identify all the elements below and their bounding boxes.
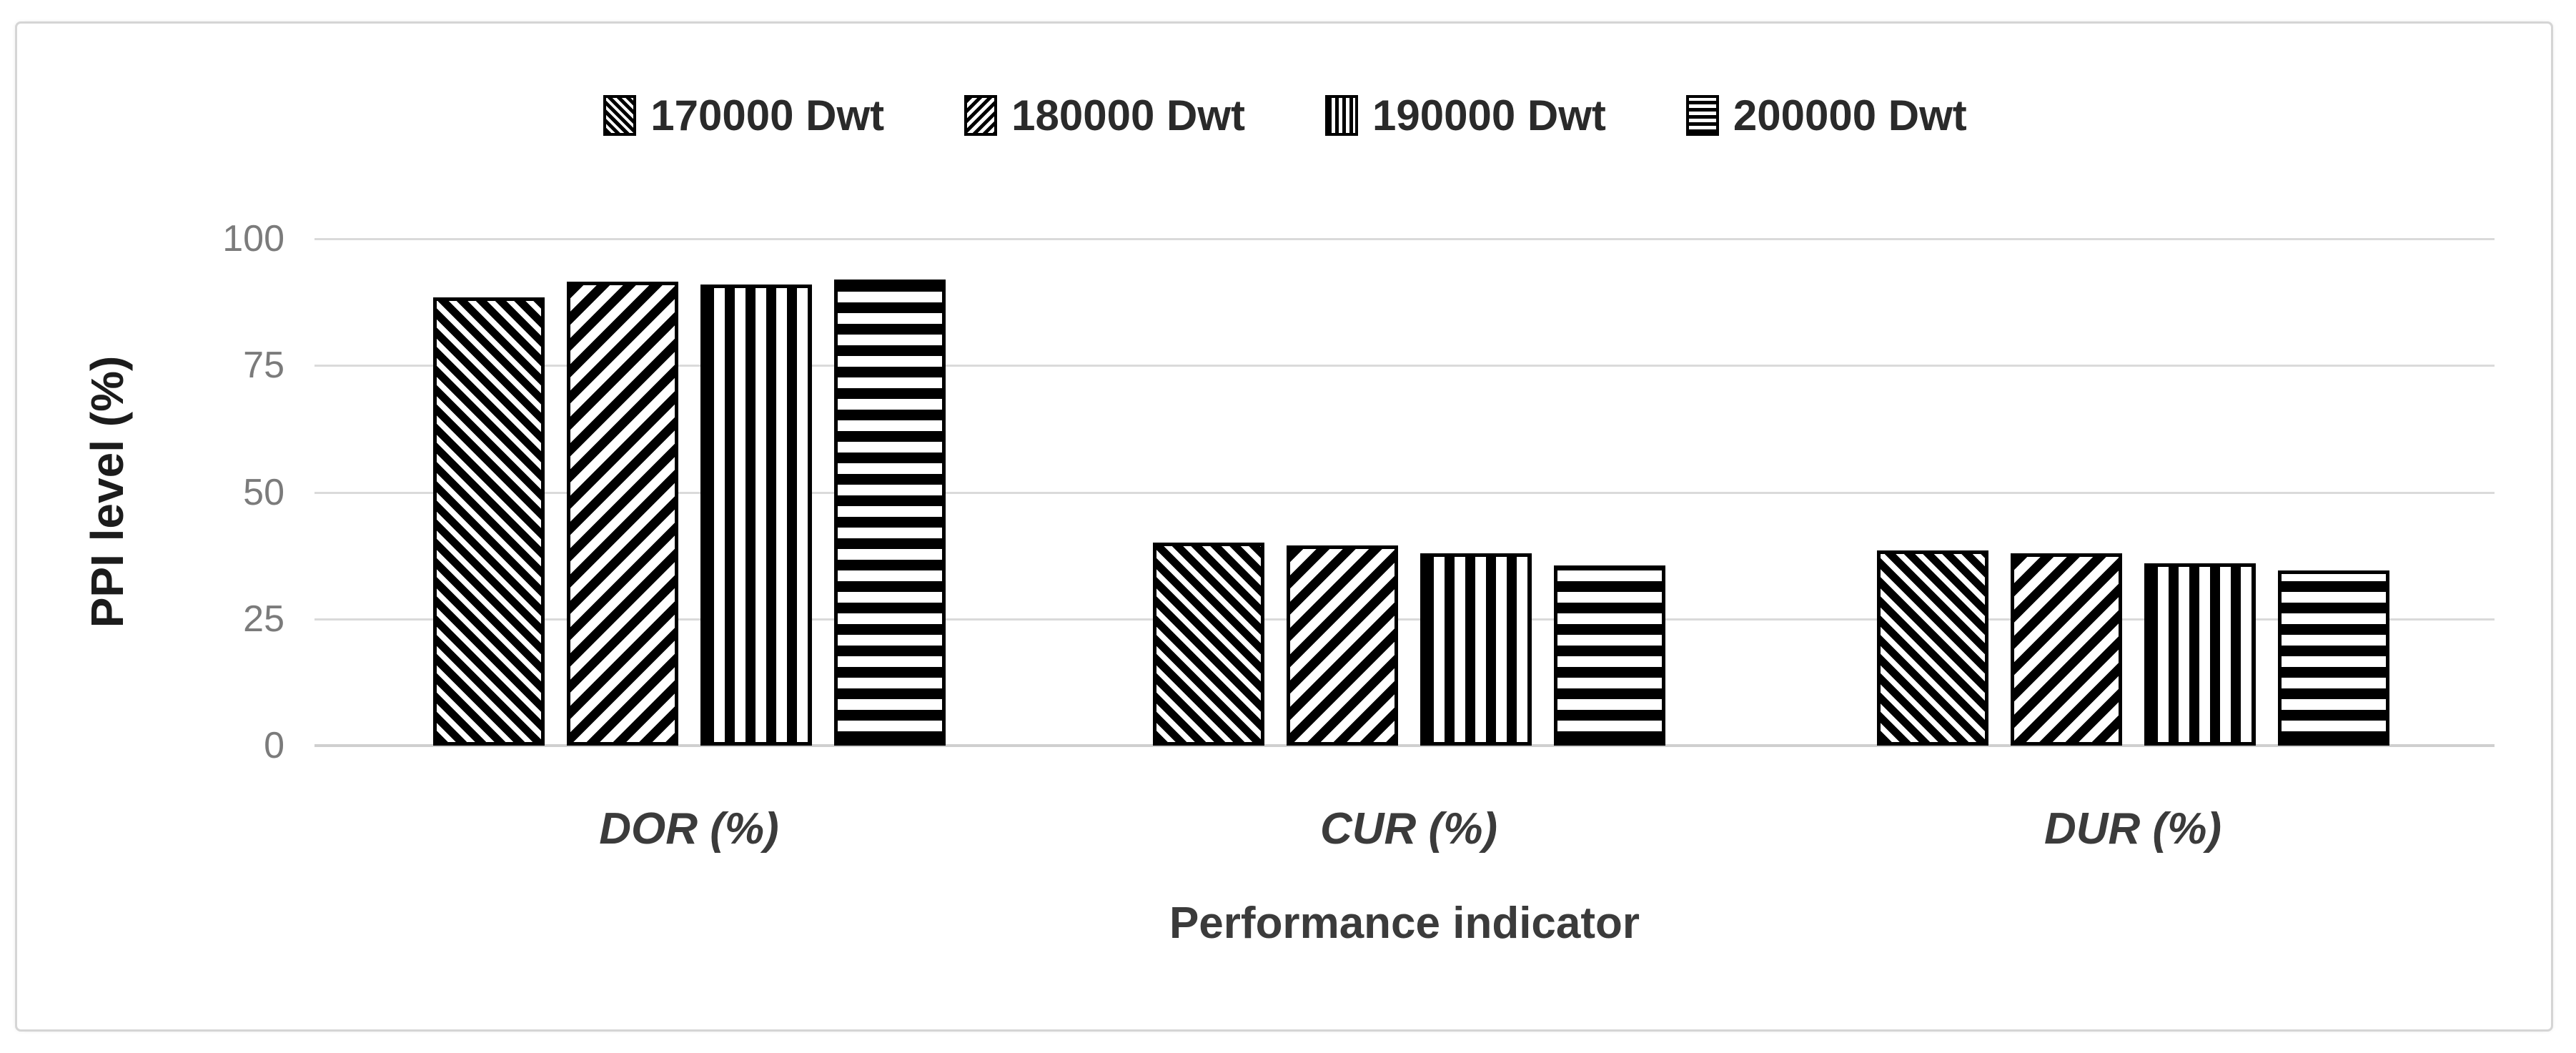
x-category-label-cur: CUR (%) bbox=[1320, 804, 1497, 854]
y-tick-label-75: 75 bbox=[243, 345, 284, 386]
legend-label: 190000 Dwt bbox=[1372, 91, 1606, 139]
y-tick-label-0: 0 bbox=[264, 725, 284, 766]
bar-dor-180000-dwt bbox=[567, 282, 678, 746]
gridline-50 bbox=[314, 492, 2495, 494]
x-category-label-dur: DUR (%) bbox=[2044, 804, 2221, 854]
x-category-label-dor: DOR (%) bbox=[599, 804, 779, 854]
legend-swatch-diagonal-down-icon bbox=[603, 94, 637, 136]
bar-cur-200000-dwt bbox=[1554, 565, 1665, 746]
bar-dor-170000-dwt bbox=[433, 297, 545, 746]
bar-dur-170000-dwt bbox=[1877, 550, 1988, 746]
bar-dur-180000-dwt bbox=[2011, 553, 2122, 746]
chart-legend: 170000 Dwt 180000 Dwt 190000 Dwt 200000 Dwt bbox=[17, 84, 2553, 146]
legend-item-180000-dwt: 180000 Dwt bbox=[964, 91, 1245, 140]
x-axis-line bbox=[314, 744, 2495, 747]
legend-label: 200000 Dwt bbox=[1733, 91, 1967, 139]
legend-item-190000-dwt: 190000 Dwt bbox=[1325, 91, 1606, 140]
bar-dur-190000-dwt bbox=[2144, 563, 2256, 746]
figure-border bbox=[15, 21, 2553, 1032]
gridline-75 bbox=[314, 365, 2495, 367]
y-axis-title: PPI level (%) bbox=[81, 355, 133, 628]
bar-dur-200000-dwt bbox=[2278, 570, 2389, 746]
y-tick-label-50: 50 bbox=[243, 472, 284, 513]
gridline-25 bbox=[314, 618, 2495, 621]
legend-item-200000-dwt: 200000 Dwt bbox=[1685, 91, 1967, 140]
bar-cur-190000-dwt bbox=[1420, 553, 1532, 746]
legend-swatch-vertical-icon bbox=[1325, 94, 1358, 136]
bar-dor-190000-dwt bbox=[700, 285, 812, 746]
legend-swatch-horizontal-icon bbox=[1685, 94, 1719, 136]
gridline-100 bbox=[314, 238, 2495, 240]
legend-label: 170000 Dwt bbox=[650, 91, 885, 139]
bar-cur-170000-dwt bbox=[1153, 543, 1264, 746]
y-tick-label-25: 25 bbox=[243, 598, 284, 640]
bar-dor-200000-dwt bbox=[834, 280, 946, 746]
bar-cur-180000-dwt bbox=[1287, 545, 1398, 746]
legend-swatch-diagonal-up-icon bbox=[964, 94, 998, 136]
y-tick-label-100: 100 bbox=[222, 218, 284, 259]
x-axis-title: Performance indicator bbox=[1169, 899, 1640, 948]
legend-label: 180000 Dwt bbox=[1011, 91, 1245, 139]
legend-item-170000-dwt: 170000 Dwt bbox=[603, 91, 884, 140]
